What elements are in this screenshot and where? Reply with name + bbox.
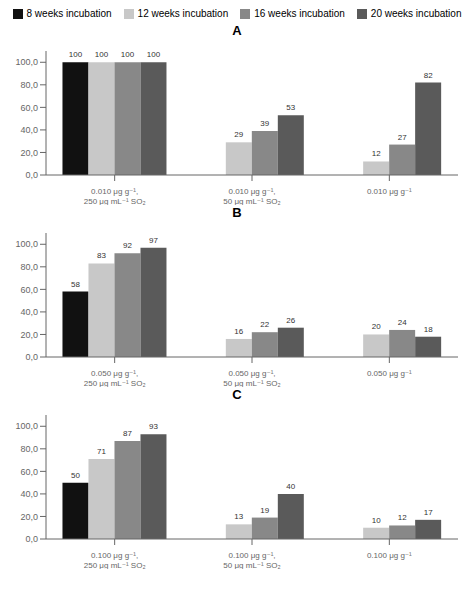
svg-text:100: 100 [121, 50, 135, 59]
html-text:B: B [232, 205, 242, 220]
svg-text:29: 29 [234, 130, 243, 139]
svg-text:0.100 μg g⁻¹: 0.100 μg g⁻¹ [367, 551, 412, 560]
svg-text:40: 40 [286, 482, 295, 491]
svg-text:20,0: 20,0 [20, 148, 38, 158]
svg-text:83: 83 [97, 251, 106, 260]
svg-text:0.010 μg g⁻¹: 0.010 μg g⁻¹ [367, 187, 412, 196]
svg-text:53: 53 [286, 103, 295, 112]
html-text:A: A [232, 23, 242, 38]
svg-text:12: 12 [372, 149, 381, 158]
svg-text:16: 16 [234, 327, 243, 336]
svg-text:0,0: 0,0 [25, 534, 38, 544]
svg-text:80,0: 80,0 [20, 444, 38, 454]
svg-text:0,0: 0,0 [25, 352, 38, 362]
svg-text:93: 93 [149, 422, 158, 431]
html-text:16 weeks incubation: 16 weeks incubation [254, 8, 345, 19]
svg-text:80,0: 80,0 [20, 80, 38, 90]
svg-text:0.100 μg g⁻¹,50 μg mL⁻¹ SO₂: 0.100 μg g⁻¹,50 μg mL⁻¹ SO₂ [223, 551, 280, 569]
svg-text:100: 100 [69, 50, 83, 59]
svg-text:87: 87 [123, 429, 132, 438]
svg-text:71: 71 [97, 447, 106, 456]
svg-text:60,0: 60,0 [20, 467, 38, 477]
svg-text:13: 13 [234, 512, 243, 521]
svg-text:100,0: 100,0 [15, 239, 38, 249]
svg-text:0.010 μg g⁻¹,250 μg mL⁻¹ SO₂: 0.010 μg g⁻¹,250 μg mL⁻¹ SO₂ [84, 187, 146, 205]
svg-text:20,0: 20,0 [20, 512, 38, 522]
svg-text:17: 17 [424, 508, 433, 517]
svg-text:0.010 μg g⁻¹,50 μg mL⁻¹ SO₂: 0.010 μg g⁻¹,50 μg mL⁻¹ SO₂ [223, 187, 280, 205]
svg-text:0.100 μg g⁻¹,250 μg mL⁻¹ SO₂: 0.100 μg g⁻¹,250 μg mL⁻¹ SO₂ [84, 551, 146, 569]
svg-text:80,0: 80,0 [20, 262, 38, 272]
svg-text:100,0: 100,0 [15, 57, 38, 67]
svg-text:50: 50 [71, 471, 80, 480]
svg-text:92: 92 [123, 241, 132, 250]
svg-text:40,0: 40,0 [20, 489, 38, 499]
svg-text:82: 82 [424, 71, 433, 80]
svg-text:19: 19 [260, 506, 269, 515]
svg-text:20,0: 20,0 [20, 330, 38, 340]
svg-text:0.050 μg g⁻¹,50 μg mL⁻¹ SO₂: 0.050 μg g⁻¹,50 μg mL⁻¹ SO₂ [223, 369, 280, 387]
svg-text:39: 39 [260, 119, 269, 128]
svg-text:0,0: 0,0 [25, 170, 38, 180]
svg-text:0.050 μg g⁻¹,250 μg mL⁻¹ SO₂: 0.050 μg g⁻¹,250 μg mL⁻¹ SO₂ [84, 369, 146, 387]
svg-text:40,0: 40,0 [20, 125, 38, 135]
svg-text:58: 58 [71, 280, 80, 289]
svg-text:20: 20 [372, 322, 381, 331]
svg-text:40,0: 40,0 [20, 307, 38, 317]
html-text:C: C [232, 387, 242, 402]
svg-text:100,0: 100,0 [15, 421, 38, 431]
svg-text:12: 12 [398, 513, 407, 522]
svg-text:60,0: 60,0 [20, 285, 38, 295]
svg-text:97: 97 [149, 236, 158, 245]
svg-text:10: 10 [372, 516, 381, 525]
svg-text:24: 24 [398, 318, 407, 327]
svg-text:60,0: 60,0 [20, 103, 38, 113]
svg-text:26: 26 [286, 316, 295, 325]
html-text:20 weeks incubation: 20 weeks incubation [370, 8, 462, 19]
svg-text:22: 22 [260, 320, 269, 329]
svg-text:100: 100 [95, 50, 109, 59]
svg-text:0.050 μg g⁻¹: 0.050 μg g⁻¹ [367, 369, 412, 378]
svg-text:27: 27 [398, 133, 407, 142]
svg-text:18: 18 [424, 325, 433, 334]
html-text:12 weeks incubation: 12 weeks incubation [137, 8, 229, 19]
svg-text:100: 100 [147, 50, 161, 59]
html-text:8 weeks incubation: 8 weeks incubation [26, 8, 112, 19]
